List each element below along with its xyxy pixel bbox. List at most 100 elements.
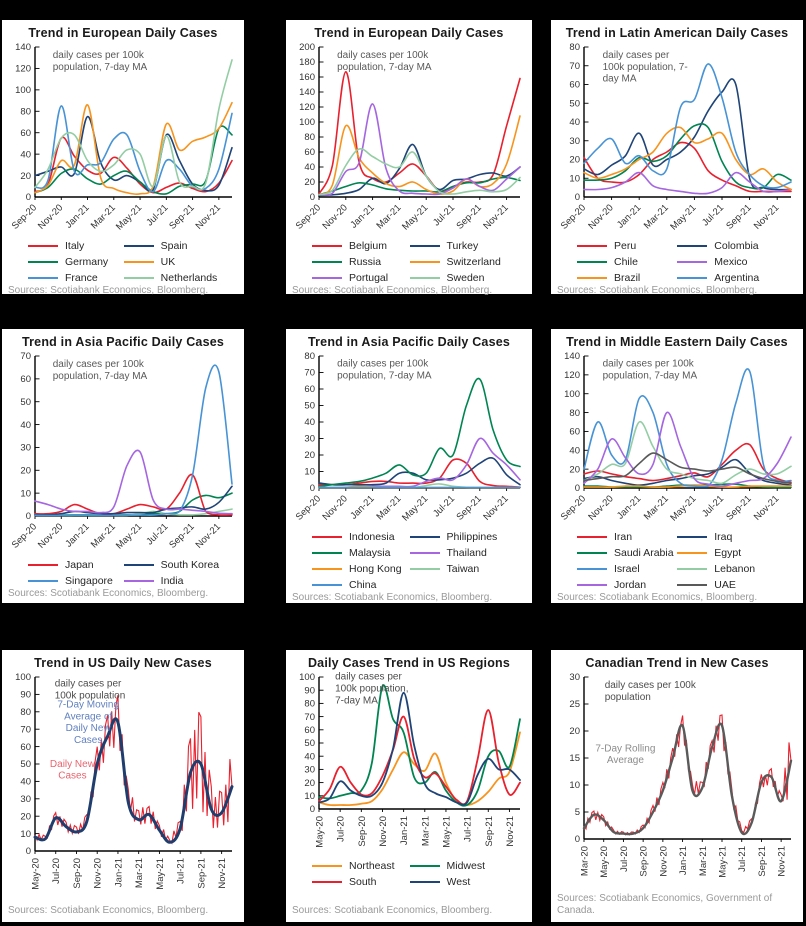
svg-text:May-21: May-21 <box>400 493 430 523</box>
legend-swatch <box>409 567 440 570</box>
legend-label: Netherlands <box>160 271 218 284</box>
legend-entry: Russia <box>312 254 410 269</box>
svg-text:Sep-21: Sep-21 <box>167 521 196 550</box>
legend-label: UAE <box>714 578 736 591</box>
svg-text:Sep-21: Sep-21 <box>196 858 207 889</box>
legend-label: Brazil <box>614 271 641 284</box>
legend-entry: Indonesia <box>312 529 410 544</box>
svg-text:Nov-20: Nov-20 <box>93 858 104 889</box>
chart-legend: Japan South Korea Singapore India <box>8 557 238 588</box>
chart-panel-asia-pacific-2: Trend in Asia Pacific Daily Cases 0 10 20 3… <box>286 329 532 603</box>
svg-text:Nov-20: Nov-20 <box>320 493 349 522</box>
svg-text:Mar-21: Mar-21 <box>89 202 118 231</box>
legend-label: West <box>446 875 471 888</box>
chart-panel-us-regions: Daily Cases Trend in US Regions 0 10 20 30 4… <box>286 650 532 922</box>
svg-text:May-20: May-20 <box>31 858 42 890</box>
svg-text:Nov-21: Nov-21 <box>217 858 228 889</box>
legend-label: India <box>160 574 184 587</box>
svg-text:70: 70 <box>20 724 31 735</box>
chart-sources: Sources: Scotiabank Economics, Bloomberg… <box>292 285 493 296</box>
legend-swatch <box>123 563 154 566</box>
chart-legend: Iran Iraq Saudi Arabia Egypt Israel Lebanon Jo… <box>557 529 797 592</box>
svg-text:Sep-20: Sep-20 <box>10 202 39 231</box>
svg-text:Mar-21: Mar-21 <box>374 493 403 522</box>
svg-text:20: 20 <box>304 778 315 789</box>
svg-text:60: 60 <box>304 147 315 158</box>
legend-swatch <box>28 563 58 566</box>
svg-text:Mar-21: Mar-21 <box>420 816 431 846</box>
svg-text:140: 140 <box>564 351 580 362</box>
svg-text:Nov-21: Nov-21 <box>752 202 781 231</box>
svg-text:Sep-21: Sep-21 <box>724 493 753 522</box>
svg-text:Jan-21: Jan-21 <box>63 202 91 230</box>
svg-text:0: 0 <box>310 804 315 815</box>
legend-entry: Germany <box>28 254 124 269</box>
legend-swatch <box>28 244 58 247</box>
svg-text:May-21: May-21 <box>668 493 698 523</box>
chart-panel-canada: Canadian Trend in New Cases 0 5 10 15 20 25 30… <box>551 650 803 922</box>
legend-label: China <box>349 578 377 591</box>
legend-label: Saudi Arabia <box>614 546 674 559</box>
svg-text:50: 50 <box>304 401 315 412</box>
svg-text:Sep-21: Sep-21 <box>757 846 768 877</box>
svg-text:100: 100 <box>15 85 31 96</box>
svg-text:Sep-20: Sep-20 <box>294 493 323 522</box>
legend-swatch <box>577 583 607 586</box>
legend-swatch <box>577 276 607 279</box>
legend-swatch <box>123 244 154 247</box>
legend-entry: Thailand <box>409 545 524 560</box>
chart-legend: Belgium Turkey Russia Switzerland Portugal Sw… <box>292 238 526 285</box>
legend-entry: Israel <box>577 561 677 576</box>
legend-swatch <box>312 864 342 867</box>
svg-text:Sep-20: Sep-20 <box>294 202 323 231</box>
svg-text:0: 0 <box>310 192 315 203</box>
chart-panel-europe-2: Trend in European Daily Cases 0 20 40 60 80 1… <box>286 20 532 296</box>
svg-text:140: 140 <box>299 87 315 98</box>
legend-swatch <box>409 260 440 263</box>
svg-text:0: 0 <box>575 192 580 203</box>
svg-text:Nov-21: Nov-21 <box>194 521 223 550</box>
svg-text:20: 20 <box>20 811 31 822</box>
chart-plot: 020406080100120140160180200Sep-20Nov-20J… <box>294 42 521 233</box>
svg-text:60: 60 <box>569 80 580 91</box>
legend-swatch <box>577 260 607 263</box>
svg-text:Nov-20: Nov-20 <box>586 202 615 231</box>
legend-label: Russia <box>349 255 382 268</box>
svg-text:100: 100 <box>15 672 31 683</box>
legend-swatch <box>677 244 708 247</box>
svg-text:Sep-20: Sep-20 <box>559 493 588 522</box>
svg-text:0: 0 <box>26 511 31 522</box>
legend-swatch <box>312 244 342 247</box>
svg-text:Jul-21: Jul-21 <box>431 202 457 228</box>
svg-text:Jul-21: Jul-21 <box>700 202 726 228</box>
svg-text:10: 10 <box>20 829 31 840</box>
svg-text:0: 0 <box>575 834 580 845</box>
svg-text:50: 50 <box>20 397 31 408</box>
legend-entry: Singapore <box>28 573 124 588</box>
svg-text:120: 120 <box>564 370 580 381</box>
chart-legend: Italy Spain Germany UK France Netherlands <box>8 238 238 285</box>
legend-swatch <box>409 551 440 554</box>
legend-label: Indonesia <box>349 530 395 543</box>
legend-entry: Saudi Arabia <box>577 545 677 560</box>
legend-entry: Hong Kong <box>312 561 410 576</box>
legend-label: Jordan <box>614 578 647 591</box>
svg-text:30: 30 <box>569 136 580 147</box>
legend-label: Belgium <box>349 239 387 252</box>
svg-text:80: 80 <box>569 42 580 53</box>
svg-text:20: 20 <box>20 171 31 182</box>
legend-entry: Italy <box>28 238 124 253</box>
chart-title: Trend in European Daily Cases <box>28 26 218 40</box>
chart-sources: Sources: Scotiabank Economics, Bloomberg… <box>8 588 209 599</box>
legend-entry: Netherlands <box>123 270 236 285</box>
legend-label: South <box>349 875 377 888</box>
svg-text:40: 40 <box>569 117 580 128</box>
legend-label: Northeast <box>349 859 395 872</box>
